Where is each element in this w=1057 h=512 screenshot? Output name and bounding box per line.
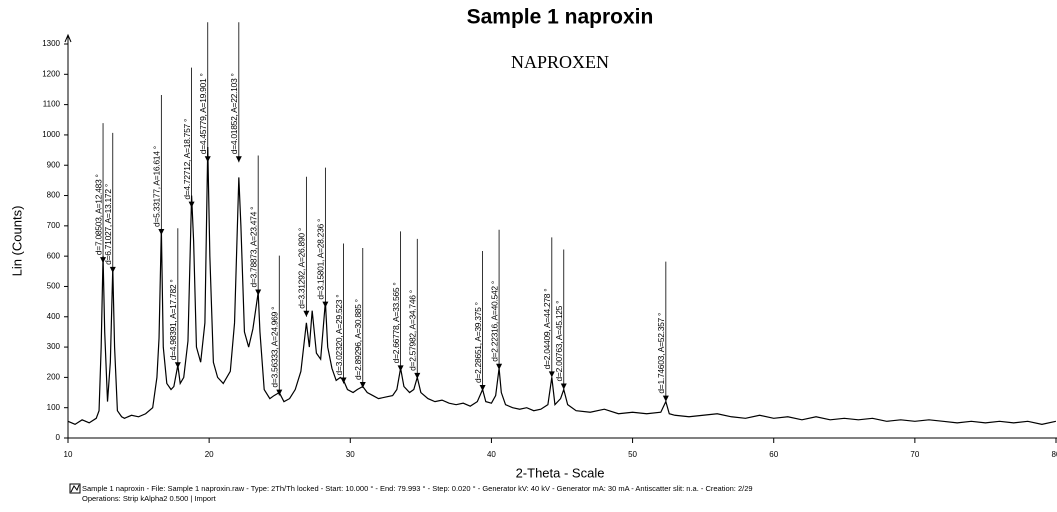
peak-marker — [303, 310, 310, 317]
y-tick-label: 1100 — [43, 100, 61, 109]
peak-label: d=2.04409, A=44.278 ° — [542, 289, 552, 370]
peak-label: d=2.28651, A=39.375 ° — [473, 302, 483, 383]
peak-label: d=2.22316, A=40.542 ° — [489, 281, 499, 362]
footer-icon-glyph — [70, 484, 80, 493]
peak-marker — [662, 395, 669, 402]
peak-label: d=4.45779, A=19.901 ° — [198, 73, 208, 154]
y-axis-arrow — [64, 33, 72, 43]
y-axis-label: Lin (Counts) — [9, 206, 24, 277]
peak-marker — [109, 266, 116, 273]
footer-icon — [69, 483, 81, 494]
peak-label: d=2.57982, A=34.746 ° — [408, 290, 418, 371]
peak-marker — [560, 383, 567, 390]
peak-label: d=3.02320, A=29.523 ° — [334, 295, 344, 376]
peak-marker — [359, 381, 366, 388]
y-tick-label: 1000 — [42, 130, 60, 139]
x-tick-label: 60 — [769, 450, 778, 459]
y-tick-label: 1300 — [42, 39, 60, 48]
x-tick-label: 30 — [346, 450, 355, 459]
peak-marker — [158, 228, 165, 235]
x-axis-label: 2-Theta - Scale — [516, 465, 605, 480]
peak-label: d=1.74603, A=52.357 ° — [656, 313, 666, 394]
peak-label: d=4.72712, A=18.757 ° — [182, 119, 192, 200]
peak-label: d=2.00763, A=45.125 ° — [554, 301, 564, 382]
peak-label: d=3.78873, A=23.474 ° — [248, 207, 258, 288]
peak-label: d=3.56333, A=24.969 ° — [270, 307, 280, 388]
y-tick-label: 300 — [47, 342, 61, 351]
peak-label: d=2.89296, A=30.885 ° — [353, 299, 363, 380]
y-tick-label: 0 — [56, 433, 61, 442]
footer-line: Sample 1 naproxin - File: Sample 1 napro… — [82, 484, 753, 493]
peak-label: d=4.01852, A=22.103 ° — [229, 73, 239, 154]
peak-marker — [322, 301, 329, 308]
peak-marker — [276, 389, 283, 396]
y-tick-label: 400 — [47, 312, 61, 321]
peak-label: d=5.33177, A=16.614 ° — [152, 146, 162, 227]
peak-marker — [496, 363, 503, 370]
y-tick-label: 1200 — [42, 69, 60, 78]
peak-marker — [548, 371, 555, 378]
x-tick-label: 70 — [910, 450, 919, 459]
peak-marker — [340, 377, 347, 384]
y-tick-label: 700 — [47, 221, 61, 230]
chart-title: Sample 1 naproxin — [467, 6, 654, 29]
y-tick-label: 900 — [47, 160, 61, 169]
peak-marker — [100, 257, 107, 264]
peak-label: d=3.31292, A=26.890 ° — [297, 228, 307, 309]
peak-label: d=4.98391, A=17.782 ° — [168, 280, 178, 361]
peak-label: d=3.15801, A=28.236 ° — [316, 219, 326, 300]
y-tick-label: 600 — [47, 251, 61, 260]
xrd-line — [67, 147, 1057, 426]
footer-line: Operations: Strip kAlpha2 0.500 | Import — [82, 494, 217, 503]
peak-marker — [414, 372, 421, 379]
x-tick-label: 80 — [1052, 450, 1057, 459]
peak-marker — [204, 156, 211, 163]
x-tick-label: 40 — [487, 450, 496, 459]
peak-marker — [397, 365, 404, 372]
x-tick-label: 10 — [64, 450, 73, 459]
peak-marker — [174, 362, 181, 369]
x-tick-label: 20 — [205, 450, 214, 459]
y-tick-label: 800 — [47, 191, 61, 200]
peak-label: d=2.66778, A=33.565 ° — [391, 283, 401, 364]
peak-marker — [188, 201, 195, 208]
chart-subtitle: NAPROXEN — [511, 52, 609, 72]
peak-marker — [235, 156, 242, 163]
peak-marker — [479, 385, 486, 392]
peak-label: d=7.08503, A=12.483 ° — [93, 174, 103, 255]
y-tick-label: 200 — [47, 372, 61, 381]
y-tick-label: 500 — [47, 282, 61, 291]
x-tick-label: 50 — [628, 450, 637, 459]
peak-marker — [255, 289, 262, 296]
peak-label: d=6.71027, A=13.172 ° — [103, 184, 113, 265]
y-tick-label: 100 — [47, 403, 61, 412]
